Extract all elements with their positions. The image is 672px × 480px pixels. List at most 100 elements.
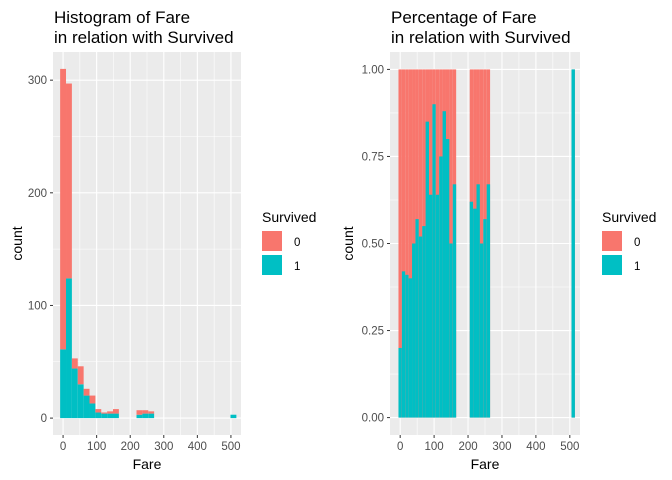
percentage-bar-survived [435, 194, 440, 418]
histogram-bar-survived [136, 414, 143, 419]
histogram-bar-died [89, 395, 96, 404]
histogram-x-tick-label: 0 [60, 441, 66, 453]
percentage-bar-survived [412, 243, 416, 418]
percentage-bar-died [405, 69, 409, 418]
histogram-legend-key-1 [262, 255, 282, 275]
histogram-bar-survived [77, 384, 84, 419]
histogram-bar-survived [101, 413, 108, 419]
histogram-bars [60, 68, 237, 419]
histogram-x-tick-label: 100 [87, 441, 106, 453]
percentage-bar-died [401, 69, 406, 418]
percentage-x-tick-label: 100 [425, 441, 444, 453]
percentage-title-line-2: in relation with Survived [391, 28, 571, 47]
percentage-bar-survived [422, 226, 426, 418]
percentage-bar-survived [408, 278, 413, 418]
histogram-bar-died [95, 409, 102, 413]
histogram-y-tick-label: 300 [28, 75, 47, 87]
histogram-legend-title: Survived [262, 209, 316, 225]
histogram-y-axis-title: count [9, 226, 25, 260]
percentage-bar-survived [415, 219, 419, 418]
histogram-bar-died [83, 388, 90, 396]
histogram-bar-survived [83, 395, 90, 419]
percentage-bar-survived [398, 347, 402, 418]
percentage-x-tick-label: 400 [526, 441, 545, 453]
percentage-bar-survived [405, 274, 409, 418]
histogram-bar-died [66, 83, 72, 279]
percentage-bar-survived [418, 236, 423, 418]
histogram-bar-survived [113, 413, 119, 419]
percentage-bar-survived [469, 201, 474, 418]
percentage-x-axis-title: Fare [471, 456, 500, 472]
histogram-y-tick-label: 200 [28, 188, 47, 200]
percentage-bar-survived [429, 194, 433, 418]
histogram-bar-survived [142, 413, 149, 419]
histogram-x-tick-label: 300 [154, 441, 173, 453]
histogram-bar-died [136, 410, 143, 415]
percentage-bar-survived [483, 219, 487, 418]
histogram-bar-died [107, 411, 114, 414]
histogram-bar-died [60, 68, 67, 350]
percentage-bar-survived [486, 184, 491, 418]
histogram-bar-died [142, 410, 149, 414]
histogram-bar-died [71, 358, 78, 369]
percentage-y-tick-label: 0.00 [362, 413, 384, 425]
percentage-bar-died [398, 69, 402, 418]
histogram-x-tick-label: 200 [121, 441, 140, 453]
percentage-bar-survived [442, 111, 446, 418]
percentage-legend-label-0: 0 [634, 237, 640, 249]
percentage-y-tick-label: 0.50 [362, 239, 384, 251]
histogram-bar-died [148, 411, 155, 414]
histogram-bar-survived [60, 349, 67, 419]
histogram-x-axis-title: Fare [133, 456, 162, 472]
percentage-bar-died [408, 69, 413, 418]
histogram-bar-survived [95, 412, 102, 419]
percentage-x-tick-label: 300 [492, 441, 511, 453]
histogram-panel: Histogram of Fare in relation with Survi… [9, 8, 241, 472]
histogram-bar-died [77, 366, 84, 385]
histogram-bar-survived [107, 413, 114, 419]
histogram-title-line-2: in relation with Survived [54, 28, 234, 47]
percentage-x-tick-label: 200 [458, 441, 477, 453]
histogram-bar-survived [230, 414, 237, 419]
percentage-legend-label-1: 1 [634, 261, 640, 273]
percentage-y-tick-label: 0.75 [362, 151, 384, 163]
percentage-y-tick-label: 0.25 [362, 326, 384, 338]
percentage-bar-survived [476, 184, 480, 418]
histogram-bar-survived [89, 403, 96, 419]
percentage-bar-survived [401, 271, 406, 418]
percentage-x-tick-label: 0 [397, 441, 403, 453]
histogram-legend-label-0: 0 [294, 237, 300, 249]
percentage-x-tick-label: 500 [560, 441, 579, 453]
percentage-bar-survived [449, 243, 453, 418]
percentage-bar-survived [445, 139, 450, 418]
histogram-legend: Survived 0 1 [262, 209, 316, 275]
histogram-title-line-1: Histogram of Fare [54, 8, 190, 27]
histogram-bar-survived [148, 413, 155, 419]
percentage-y-tick-label: 1.00 [362, 64, 384, 76]
histogram-y-tick-label: 0 [41, 413, 47, 425]
histogram-bar-survived [66, 278, 72, 419]
histogram-x-tick-label: 400 [188, 441, 207, 453]
percentage-legend: Survived 0 1 [602, 209, 656, 275]
histogram-legend-key-0 [262, 231, 282, 251]
percentage-bars [398, 69, 575, 418]
histogram-bar-died [113, 409, 119, 414]
percentage-bar-survived [432, 104, 436, 418]
percentage-panel: Percentage of Fare in relation with Surv… [340, 8, 580, 472]
percentage-legend-key-0 [602, 231, 622, 251]
percentage-y-axis-title: count [340, 226, 356, 260]
percentage-bar-survived [425, 121, 430, 418]
percentage-title-line-1: Percentage of Fare [391, 8, 537, 27]
histogram-legend-label-1: 1 [294, 261, 300, 273]
histogram-bar-survived [71, 368, 78, 419]
percentage-axes: 0 100 200 300 400 500 0.00 0.25 0.50 0.75 1.00 [362, 64, 580, 453]
percentage-legend-key-1 [602, 255, 622, 275]
histogram-bar-died [101, 412, 108, 414]
histogram-y-tick-label: 100 [28, 300, 47, 312]
histogram-x-tick-label: 500 [221, 441, 240, 453]
percentage-legend-title: Survived [602, 209, 656, 225]
percentage-bar-survived [479, 243, 484, 418]
percentage-bar-survived [439, 156, 443, 418]
percentage-bar-survived [571, 69, 575, 418]
